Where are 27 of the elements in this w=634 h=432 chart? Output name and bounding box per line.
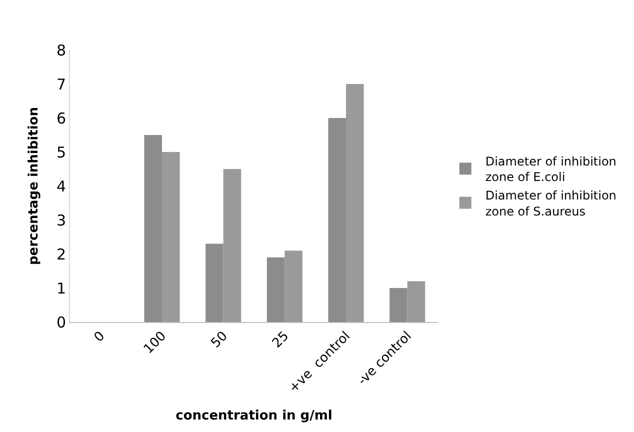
y-tick-label: 8 <box>56 41 66 60</box>
y-tick-label: 7 <box>56 75 66 94</box>
y-tick-label: 2 <box>56 245 66 264</box>
x-tick-label: 0 <box>92 328 108 346</box>
y-tick-label: 1 <box>56 279 66 298</box>
bar <box>284 250 302 322</box>
y-tick-label: 3 <box>56 211 66 230</box>
y-tick-label: 0 <box>56 313 66 332</box>
y-tick-label: 5 <box>56 143 66 162</box>
bar <box>223 169 242 322</box>
x-tick-label: 100 <box>141 328 170 358</box>
x-tick-label: 25 <box>270 328 292 352</box>
legend-label: Diameter of inhibition zone of E.coli <box>485 154 616 184</box>
x-tick-label: 50 <box>208 328 231 352</box>
bar <box>266 257 285 322</box>
y-axis-title: percentage inhibition <box>26 107 42 265</box>
y-tick-label: 4 <box>56 177 66 196</box>
bar <box>162 152 180 322</box>
legend-label: Diameter of inhibition zone of S.aureus <box>485 188 616 218</box>
bar <box>346 84 364 322</box>
bar <box>390 288 408 322</box>
bar <box>206 244 224 322</box>
y-tick-label: 6 <box>56 109 66 128</box>
x-axis-title: concentration in g/ml <box>176 408 332 424</box>
bar <box>407 281 426 322</box>
bar <box>144 135 162 322</box>
bar <box>328 118 346 322</box>
